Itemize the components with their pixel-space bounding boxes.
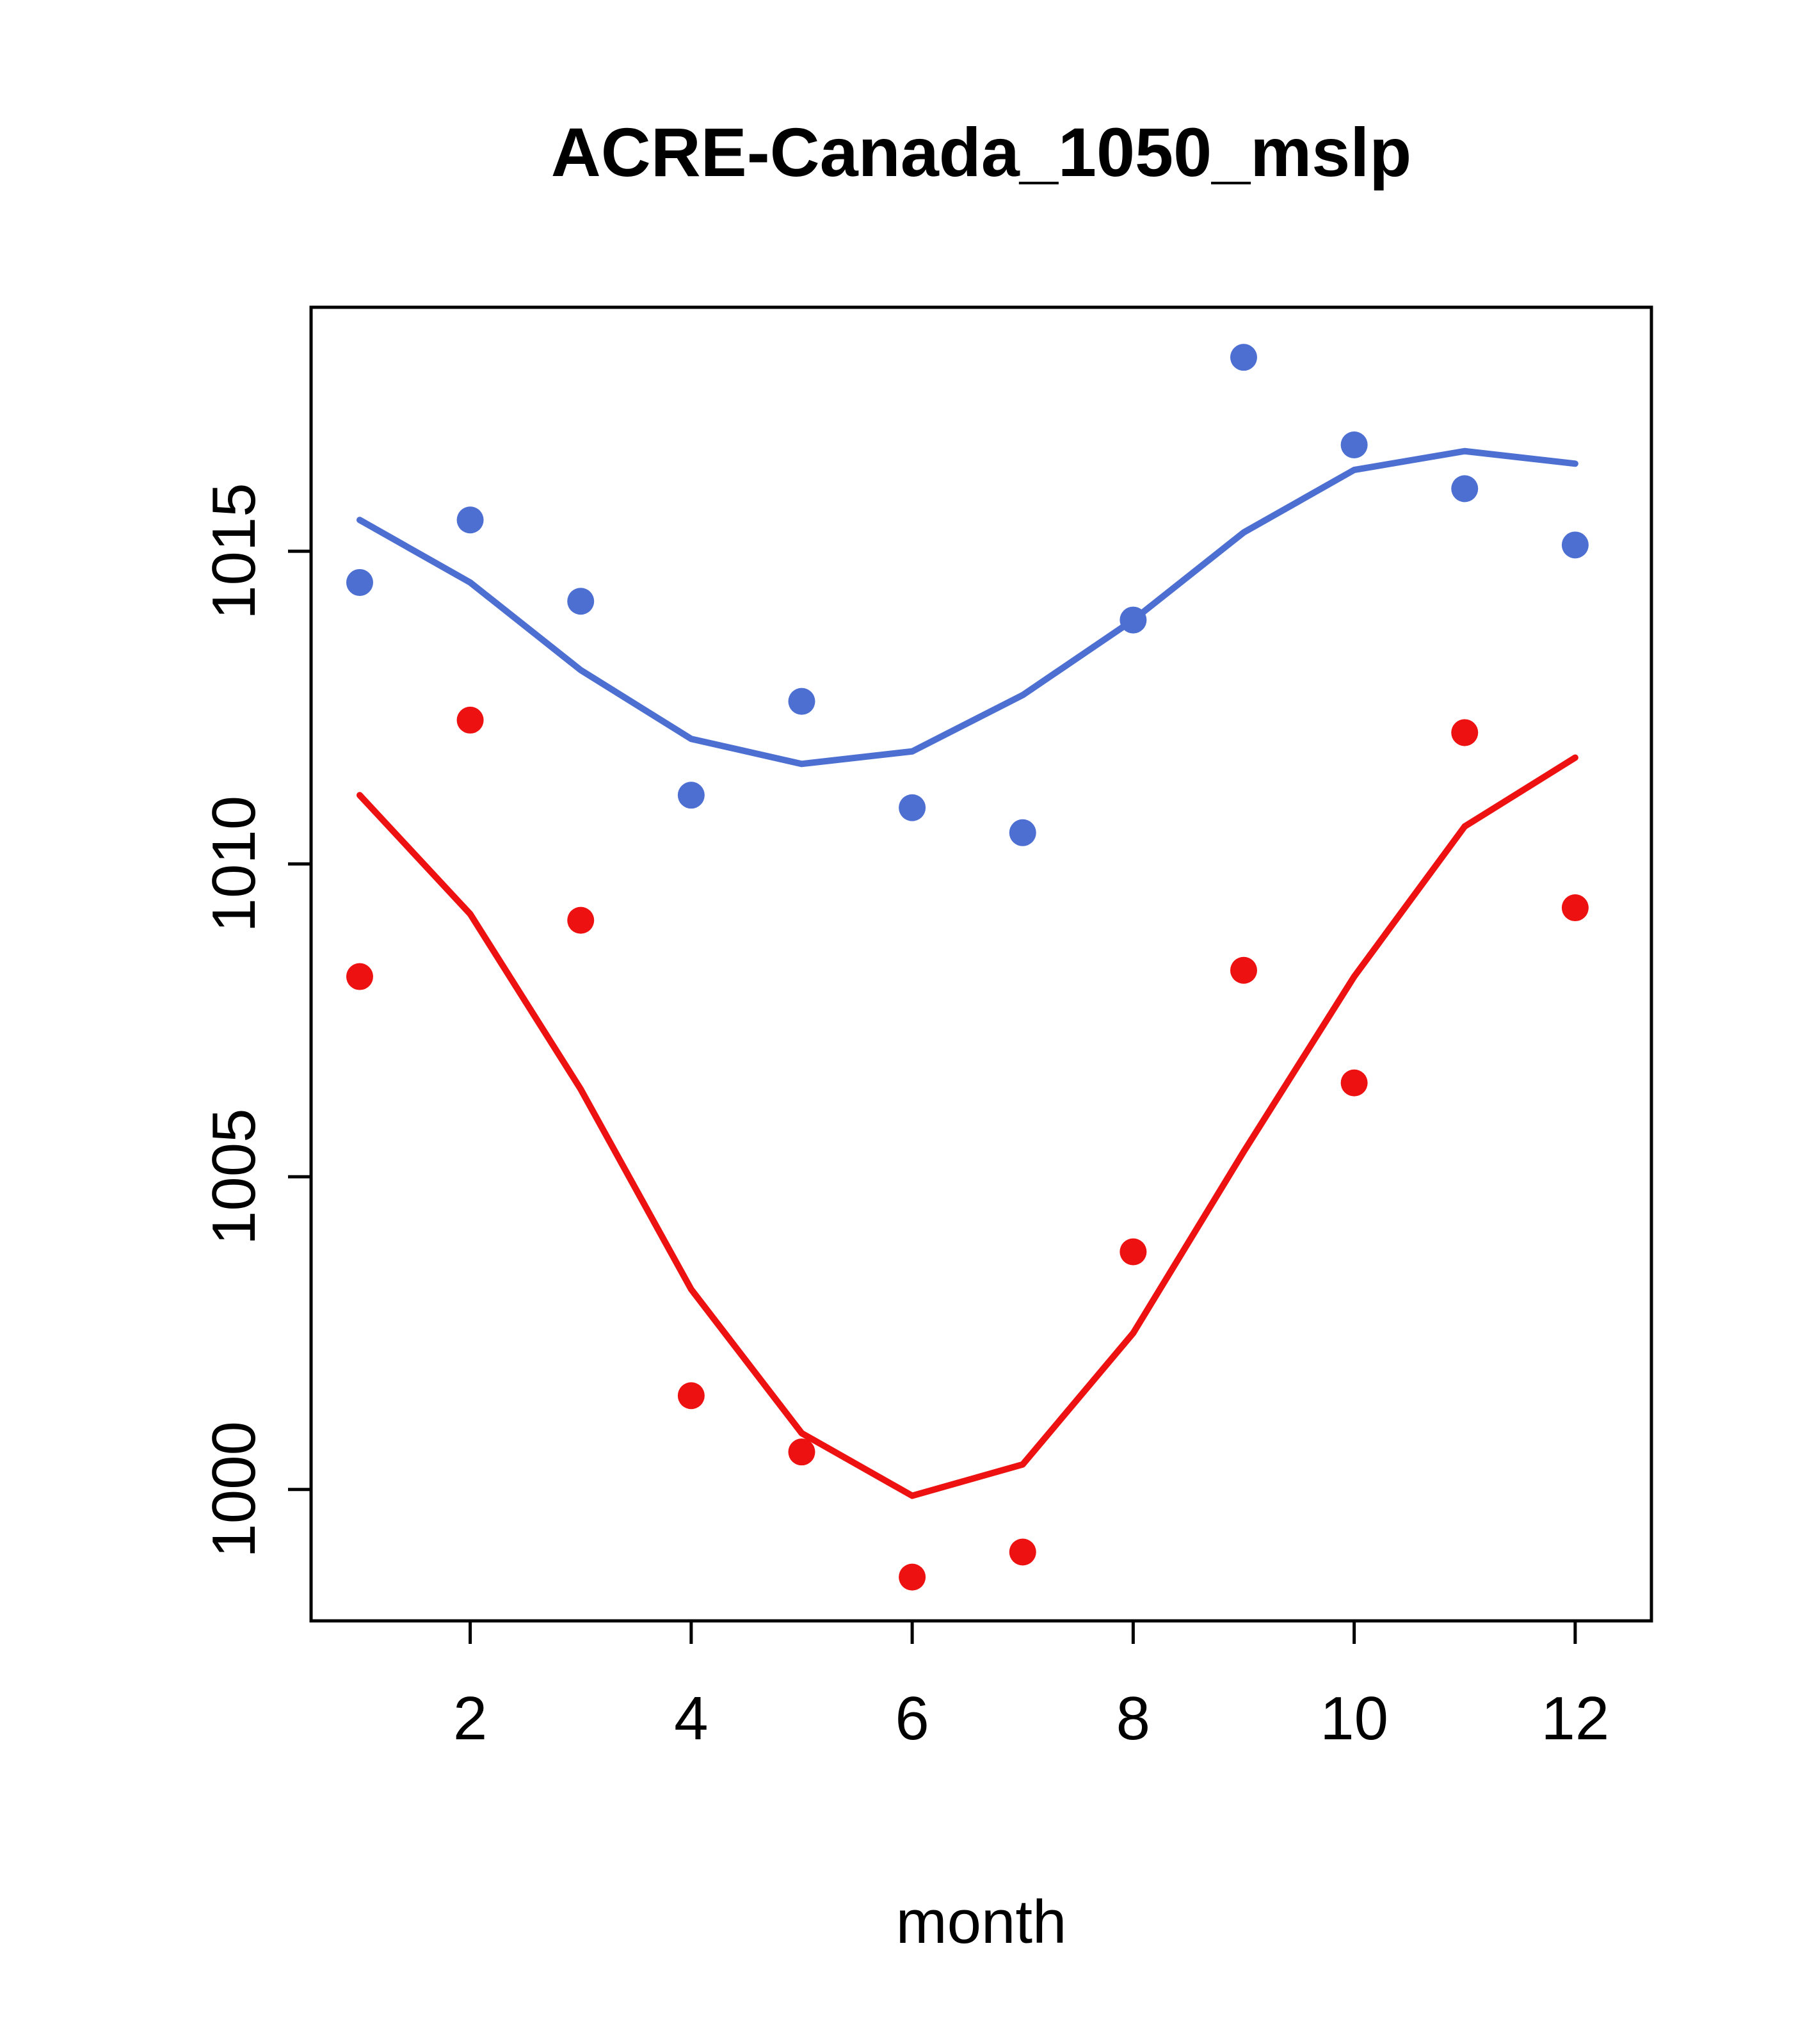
blue-point (1230, 344, 1257, 371)
y-axis-tick-label: 1015 (200, 483, 268, 620)
x-axis-tick-label: 10 (1320, 1684, 1388, 1753)
red-point (567, 906, 595, 934)
red-point (899, 1563, 926, 1591)
blue-point (346, 568, 373, 596)
red-point (1340, 1069, 1368, 1097)
x-axis-tick-label: 6 (895, 1684, 929, 1753)
blue-point (1340, 431, 1368, 458)
x-axis-tick-label: 12 (1541, 1684, 1609, 1753)
red-point (1230, 956, 1257, 984)
blue-point (899, 794, 926, 821)
y-axis-tick-label: 1010 (200, 796, 268, 933)
red-point (1120, 1238, 1147, 1266)
red-point (1451, 719, 1479, 746)
plot-layers: 2 4 6 8 10 12 1000 1005 1010 1015 (200, 305, 1653, 1753)
blue-point (1451, 475, 1479, 503)
red-point (1009, 1538, 1036, 1566)
blue-point (1120, 606, 1147, 634)
blue-point (677, 782, 705, 809)
x-axis-tick-label: 4 (674, 1684, 708, 1753)
red-point (1561, 894, 1589, 922)
red-point (456, 706, 484, 734)
plot-border (309, 305, 1653, 1623)
blue-point (1561, 531, 1589, 559)
x-axis-label: month (896, 1888, 1067, 1956)
x-axis-tick-label: 8 (1116, 1684, 1150, 1753)
x-axis-tick-label: 2 (453, 1684, 487, 1753)
blue-point (456, 506, 484, 534)
y-axis-tick-label: 1000 (200, 1421, 268, 1558)
red-point (677, 1382, 705, 1410)
chart-title: ACRE-Canada_1050_mslp (551, 113, 1412, 191)
y-axis-tick-label: 1005 (200, 1108, 268, 1245)
red-point (346, 963, 373, 990)
blue-smooth-line (356, 447, 1578, 768)
red-point (788, 1438, 815, 1466)
blue-point (567, 588, 595, 615)
red-smooth-line (356, 754, 1578, 1499)
blue-point (1009, 819, 1036, 846)
blue-point (788, 688, 815, 715)
